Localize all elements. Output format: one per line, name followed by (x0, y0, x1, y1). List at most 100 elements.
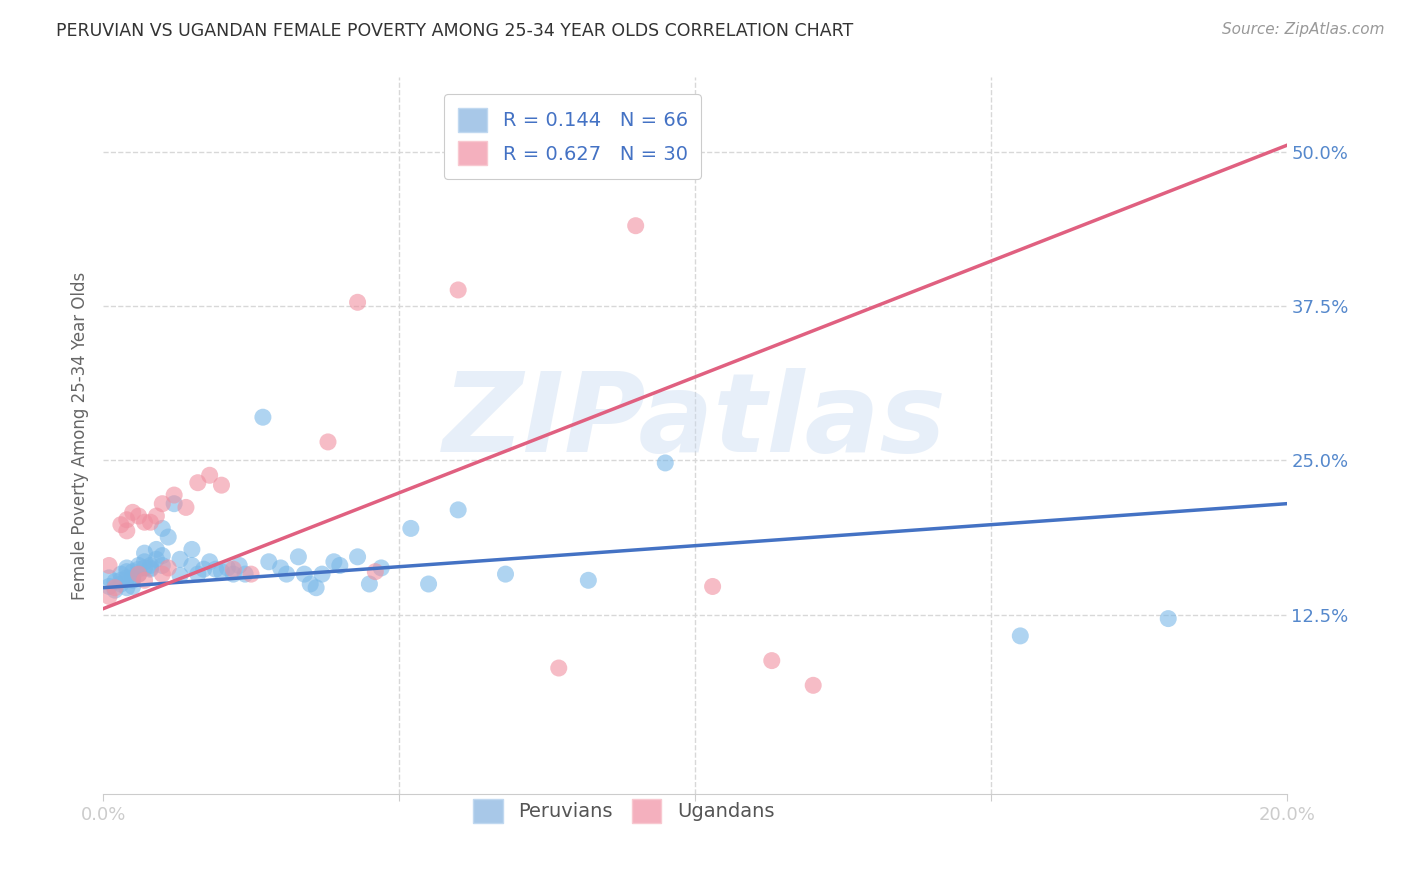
Point (801, 678, 824, 692)
Point (128, 567, 150, 582)
Point (139, 562, 162, 576)
Point (257, 555, 280, 569)
Point (145, 552, 167, 566)
Point (110, 517, 132, 532)
Text: PERUVIAN VS UGANDAN FEMALE POVERTY AMONG 25-34 YEAR OLDS CORRELATION CHART: PERUVIAN VS UGANDAN FEMALE POVERTY AMONG… (56, 22, 853, 40)
Point (276, 567, 298, 582)
Point (145, 509, 167, 524)
Point (447, 283, 470, 297)
Point (150, 549, 173, 563)
Point (187, 475, 209, 490)
Point (322, 555, 344, 569)
Point (145, 542, 167, 557)
Point (316, 434, 339, 449)
Point (115, 513, 138, 527)
Point (270, 561, 292, 575)
Point (163, 497, 186, 511)
Point (98, 558, 121, 573)
Point (115, 565, 138, 579)
Point (139, 515, 162, 529)
Point (761, 654, 783, 668)
Point (134, 561, 156, 575)
Point (211, 478, 233, 492)
Point (233, 567, 256, 582)
Point (311, 567, 333, 582)
Legend: Peruvians, Ugandans: Peruvians, Ugandans (461, 788, 786, 835)
Point (169, 552, 191, 566)
Text: ZIPatlas: ZIPatlas (443, 368, 946, 475)
Point (287, 549, 309, 564)
Point (134, 515, 156, 529)
Point (169, 568, 191, 582)
Point (174, 500, 197, 515)
Point (228, 558, 250, 573)
Point (115, 524, 138, 538)
Point (104, 583, 127, 598)
Point (121, 565, 143, 579)
Point (121, 571, 143, 585)
Point (98, 590, 121, 604)
Point (305, 581, 328, 595)
Point (150, 567, 173, 582)
Point (187, 567, 209, 582)
Point (104, 574, 127, 589)
Point (364, 565, 387, 579)
Point (121, 579, 143, 593)
Point (299, 577, 322, 591)
Point (211, 565, 233, 579)
Point (98, 579, 121, 593)
Point (180, 542, 202, 557)
Point (115, 561, 138, 575)
Point (139, 561, 162, 575)
Point (654, 456, 676, 470)
Point (157, 561, 180, 575)
Point (576, 574, 599, 588)
Point (139, 558, 162, 573)
Point (359, 577, 381, 591)
Point (624, 219, 647, 233)
Point (104, 581, 127, 595)
Point (121, 574, 143, 588)
Point (134, 555, 156, 569)
Point (346, 549, 368, 564)
Point (447, 503, 470, 517)
Y-axis label: Female Poverty Among 25-34 Year Olds: Female Poverty Among 25-34 Year Olds (72, 272, 89, 599)
Point (252, 410, 274, 425)
Point (163, 488, 186, 502)
Point (128, 509, 150, 524)
Text: Source: ZipAtlas.com: Source: ZipAtlas.com (1222, 22, 1385, 37)
Point (399, 521, 422, 535)
Point (150, 558, 173, 573)
Point (547, 661, 569, 675)
Point (222, 562, 245, 576)
Point (292, 567, 315, 582)
Point (346, 295, 368, 310)
Point (98, 571, 121, 585)
Point (121, 505, 143, 519)
Point (128, 558, 150, 573)
Point (134, 546, 156, 560)
Point (495, 567, 517, 582)
Point (115, 581, 138, 595)
Point (128, 562, 150, 576)
Point (150, 521, 173, 535)
Point (180, 558, 202, 573)
Point (222, 567, 245, 582)
Point (110, 567, 132, 582)
Point (115, 571, 138, 585)
Point (198, 468, 221, 483)
Point (370, 561, 392, 575)
Point (150, 497, 173, 511)
Point (702, 579, 724, 593)
Point (198, 555, 221, 569)
Point (329, 558, 352, 573)
Point (110, 574, 132, 588)
Point (193, 562, 215, 576)
Point (1010, 629, 1032, 643)
Point (204, 562, 226, 576)
Point (110, 577, 132, 591)
Point (1157, 611, 1180, 625)
Point (128, 567, 150, 582)
Point (217, 561, 239, 575)
Point (240, 567, 263, 582)
